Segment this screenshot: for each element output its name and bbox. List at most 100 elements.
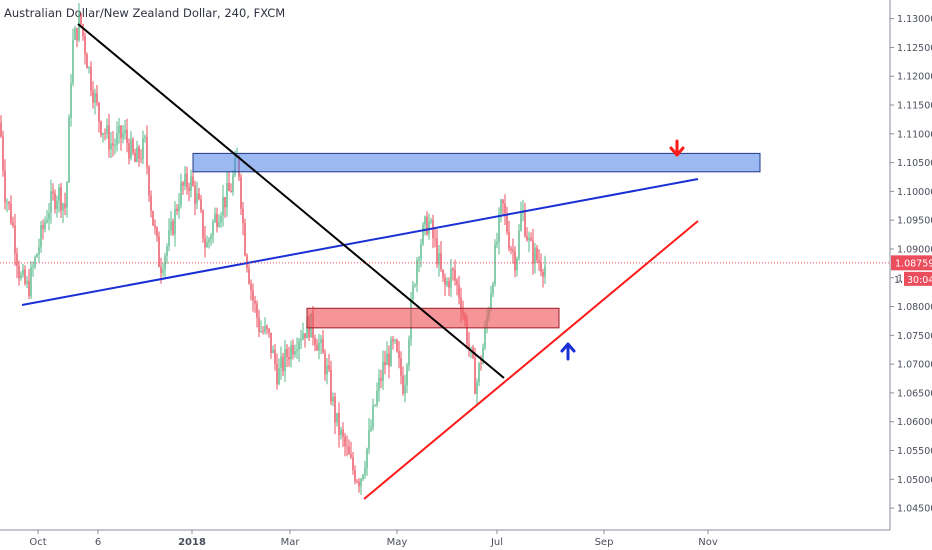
candle-body bbox=[74, 28, 76, 40]
candle-body bbox=[220, 215, 222, 223]
candle-body bbox=[498, 213, 500, 242]
candle-body bbox=[16, 253, 18, 266]
candle-body bbox=[14, 225, 16, 254]
candle-body bbox=[538, 260, 540, 264]
candle-body bbox=[510, 248, 512, 250]
candle-body bbox=[458, 284, 460, 298]
candle-body bbox=[288, 357, 290, 360]
candle-body bbox=[534, 247, 536, 264]
candle-body bbox=[88, 67, 90, 69]
candle-body bbox=[506, 213, 508, 232]
candle-body bbox=[150, 195, 152, 212]
candle-body bbox=[514, 251, 516, 271]
candle-body bbox=[318, 342, 320, 351]
candle-body bbox=[252, 290, 254, 301]
y-tick-label: 1.12000 bbox=[897, 72, 932, 83]
candle-body bbox=[382, 361, 384, 381]
x-tick-label: Nov bbox=[698, 537, 718, 548]
candle-body bbox=[46, 219, 48, 223]
candle-body bbox=[30, 267, 32, 297]
candle-body bbox=[544, 266, 546, 277]
candle-body bbox=[384, 361, 386, 366]
resistance-zone[interactable] bbox=[192, 152, 761, 173]
y-tick-label: 1.04500 bbox=[897, 504, 932, 515]
candle-body bbox=[452, 268, 454, 270]
candle-body bbox=[132, 139, 134, 153]
candle-body bbox=[102, 133, 104, 136]
candle-body bbox=[174, 208, 176, 235]
candle-body bbox=[518, 230, 520, 259]
candle-body bbox=[378, 378, 380, 391]
candle-body bbox=[466, 320, 468, 344]
candle-body bbox=[170, 221, 172, 231]
candle-body bbox=[326, 365, 328, 375]
candle-body bbox=[380, 378, 382, 381]
y-tick-label: 1.07000 bbox=[897, 360, 932, 371]
candle-body bbox=[448, 280, 450, 288]
candle-body bbox=[154, 225, 156, 228]
candle-body bbox=[44, 222, 46, 229]
candle-body bbox=[90, 67, 92, 91]
candle-body bbox=[344, 436, 346, 447]
candle-body bbox=[32, 266, 34, 268]
candle-body bbox=[22, 269, 24, 275]
candle-body bbox=[268, 328, 270, 333]
candle-body bbox=[196, 193, 198, 204]
candle-body bbox=[82, 24, 84, 37]
candle-body bbox=[84, 36, 86, 55]
candle-body bbox=[338, 412, 340, 436]
candle-body bbox=[352, 457, 354, 471]
candle-body bbox=[484, 326, 486, 348]
candle-body bbox=[542, 271, 544, 277]
candle-body bbox=[494, 244, 496, 285]
candle-body bbox=[364, 468, 366, 475]
candle-body bbox=[106, 125, 108, 134]
candle-body bbox=[414, 284, 416, 286]
candle-body bbox=[386, 353, 388, 366]
candle-body bbox=[422, 224, 424, 245]
y-tick-label: 1.09000 bbox=[897, 244, 932, 255]
candle-body bbox=[262, 331, 264, 333]
candle-body bbox=[134, 152, 136, 162]
candle-body bbox=[500, 199, 502, 214]
candle-body bbox=[460, 297, 462, 312]
candle-body bbox=[512, 249, 514, 252]
candle-body bbox=[358, 481, 360, 487]
candle-body bbox=[418, 258, 420, 261]
candle-body bbox=[368, 430, 370, 449]
candle-body bbox=[222, 197, 224, 216]
blue-trendline[interactable] bbox=[21, 178, 699, 306]
black-trendline[interactable] bbox=[77, 23, 505, 379]
candle-body bbox=[454, 269, 456, 281]
candle-body bbox=[0, 122, 2, 137]
price-label-partial: 1. bbox=[894, 275, 903, 286]
candle-body bbox=[296, 349, 298, 352]
candle-body bbox=[270, 332, 272, 354]
candle-body bbox=[408, 339, 410, 366]
candle-body bbox=[162, 269, 164, 274]
candle-body bbox=[398, 351, 400, 359]
candle-body bbox=[526, 236, 528, 241]
chart-title: Australian Dollar/New Zealand Dollar, 24… bbox=[4, 6, 286, 20]
red-trendline[interactable] bbox=[363, 220, 699, 500]
candle-body bbox=[350, 454, 352, 458]
candle-body bbox=[366, 448, 368, 469]
countdown-label: 30:04 bbox=[907, 275, 932, 286]
candle-body bbox=[480, 363, 482, 365]
countdown-badge bbox=[904, 271, 932, 286]
candle-body bbox=[98, 102, 100, 122]
candle-body bbox=[86, 54, 88, 69]
candle-body bbox=[476, 382, 478, 394]
current-price-label: 1.08759 bbox=[895, 258, 932, 269]
y-tick-label: 1.07500 bbox=[897, 331, 932, 342]
candle-body bbox=[36, 254, 38, 258]
candle-body bbox=[188, 187, 190, 191]
candle-body bbox=[200, 199, 202, 211]
candle-body bbox=[324, 353, 326, 375]
candle-body bbox=[18, 265, 20, 279]
candle-body bbox=[180, 182, 182, 205]
candle-body bbox=[248, 268, 250, 284]
candle-body bbox=[492, 284, 494, 294]
candle-body bbox=[394, 340, 396, 342]
